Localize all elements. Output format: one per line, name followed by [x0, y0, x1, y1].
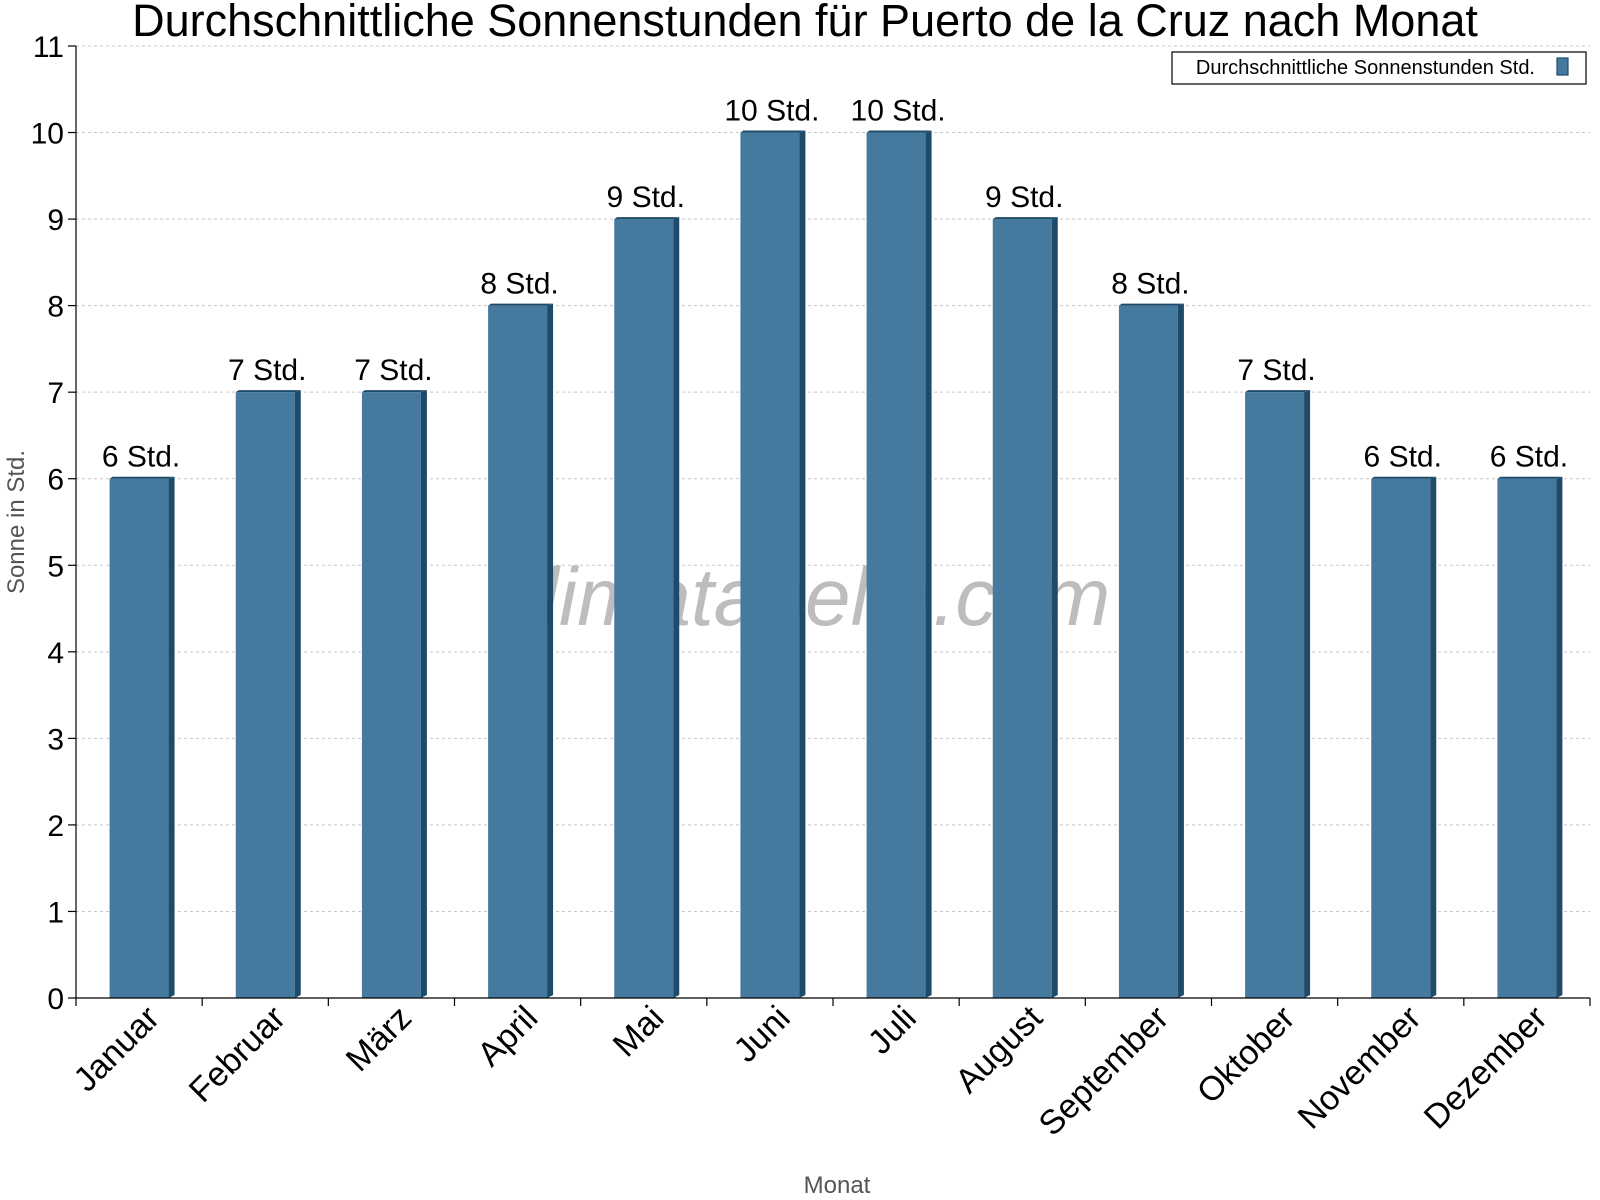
data-label: 9 Std. — [607, 181, 685, 214]
y-tick-label: 2 — [47, 810, 64, 843]
legend-label: Durchschnittliche Sonnenstunden Std. — [1196, 57, 1535, 79]
bar-märz — [361, 390, 427, 998]
x-axis-title: Monat — [804, 1172, 871, 1199]
data-label: 7 Std. — [228, 354, 306, 387]
y-tick-label: 9 — [47, 204, 64, 237]
bar-side — [420, 390, 427, 998]
data-label: 8 Std. — [1111, 268, 1189, 301]
bar-februar — [235, 390, 301, 998]
bar-mai — [614, 217, 680, 998]
legend-box — [1171, 51, 1587, 85]
bar-face — [1118, 305, 1178, 998]
legend-swatch — [1556, 57, 1569, 76]
bar-september — [1118, 303, 1184, 998]
bar-face — [109, 478, 169, 998]
x-tick-label: Januar — [66, 999, 166, 1099]
x-tick-label: Dezember — [1417, 999, 1555, 1137]
bar-side — [1304, 390, 1311, 998]
bar-side — [925, 130, 932, 998]
bar-top — [1371, 476, 1437, 479]
x-tick-label: September — [1032, 999, 1176, 1143]
bar-face — [992, 219, 1052, 998]
bar-face — [1245, 392, 1305, 998]
bar-top — [361, 390, 427, 393]
bar-side — [1177, 303, 1184, 998]
data-labels: 6 Std. 7 Std. 7 Std. 8 Std. 9 Std. 10 Std. 10 … — [102, 95, 1568, 474]
y-tick-label: 7 — [47, 377, 64, 410]
bar-oktober — [1245, 390, 1311, 998]
data-label: 9 Std. — [985, 181, 1063, 214]
bar-side — [1556, 476, 1563, 998]
bar-november — [1371, 476, 1437, 998]
bar-face — [614, 219, 674, 998]
y-tick-label: 3 — [47, 723, 64, 756]
y-tick-label: 11 — [33, 31, 64, 64]
bar-august — [992, 217, 1058, 998]
bar-top — [109, 476, 175, 479]
bar-face — [740, 132, 800, 998]
bar-side — [168, 476, 175, 998]
bar-side — [1051, 217, 1058, 998]
data-label: 7 Std. — [354, 354, 432, 387]
bar-face — [1371, 478, 1431, 998]
bar-side — [294, 390, 301, 998]
bar-dezember — [1497, 476, 1563, 998]
bar-side — [1430, 476, 1437, 998]
data-label: 7 Std. — [1237, 354, 1315, 387]
data-label: 10 Std. — [724, 95, 819, 128]
legend: Durchschnittliche Sonnenstunden Std. — [1171, 51, 1587, 85]
bar-top — [1497, 476, 1563, 479]
y-tick-label: 1 — [47, 896, 64, 929]
bar-top — [1118, 303, 1184, 306]
bar-top — [614, 217, 680, 220]
bar-side — [799, 130, 806, 998]
bar-top — [1245, 390, 1311, 393]
y-tick-label: 5 — [47, 550, 64, 583]
bar-top — [235, 390, 301, 393]
y-tick-label: 6 — [47, 464, 64, 497]
bar-januar — [109, 476, 175, 998]
y-tick-label: 4 — [47, 637, 64, 670]
y-tick-label: 10 — [31, 118, 64, 151]
bar-top — [740, 130, 806, 133]
bar-face — [235, 392, 295, 998]
x-tick-label: Mai — [606, 999, 672, 1065]
bar-side — [673, 217, 680, 998]
data-label: 8 Std. — [480, 268, 558, 301]
x-tick-label: März — [339, 999, 419, 1079]
y-tick-label: 8 — [47, 291, 64, 324]
bar-juni — [740, 130, 806, 998]
x-tick-label: April — [470, 999, 545, 1074]
bars — [109, 130, 1563, 998]
bar-face — [1497, 478, 1557, 998]
chart-title: Durchschnittliche Sonnenstunden für Puer… — [132, 0, 1478, 46]
bar-juli — [866, 130, 932, 998]
bar-top — [488, 303, 554, 306]
y-tick-label: 0 — [47, 983, 64, 1016]
x-tick-label: Oktober — [1190, 999, 1302, 1111]
bar-top — [866, 130, 932, 133]
bar-top — [992, 217, 1058, 220]
y-axis-title: Sonne in Std. — [3, 450, 30, 594]
bar-face — [488, 305, 548, 998]
x-tick-label: Februar — [182, 999, 293, 1110]
grid-lines — [76, 45, 1590, 912]
data-label: 6 Std. — [1490, 441, 1568, 474]
bar-face — [866, 132, 926, 998]
bar-face — [361, 392, 421, 998]
data-label: 10 Std. — [851, 95, 946, 128]
x-tick-label: Juli — [861, 999, 924, 1062]
x-tick-label: Juni — [727, 999, 798, 1070]
data-label: 6 Std. — [1364, 441, 1442, 474]
x-tick-label: November — [1291, 999, 1429, 1137]
data-label: 6 Std. — [102, 441, 180, 474]
bar-april — [488, 303, 554, 998]
bar-side — [547, 303, 554, 998]
x-tick-label: August — [948, 998, 1050, 1100]
